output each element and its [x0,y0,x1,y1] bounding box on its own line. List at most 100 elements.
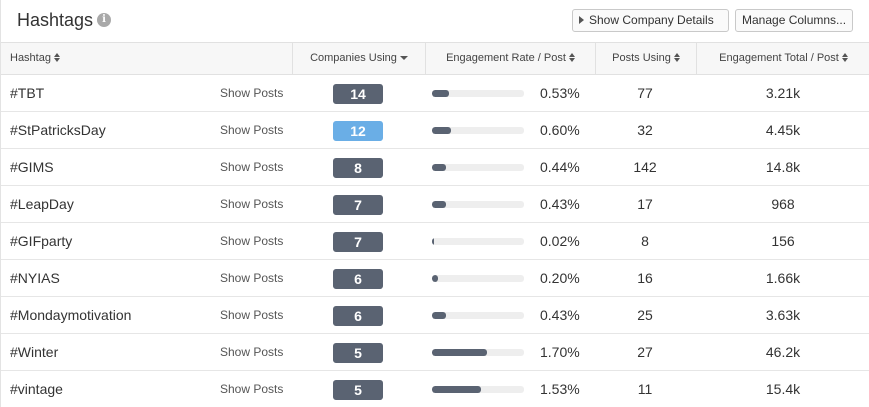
engagement-rate-bar-fill [432,127,451,134]
show-posts-link[interactable]: Show Posts [220,345,284,359]
table-row: #GIMS Show Posts 8 0.44% 142 14.8k [1,149,869,186]
show-posts-link[interactable]: Show Posts [220,160,284,174]
hashtag-cell: #Winter [10,344,59,360]
sort-icon [841,53,848,62]
table-row: #LeapDay Show Posts 7 0.43% 17 968 [1,186,869,223]
table-row: #TBT Show Posts 14 0.53% 77 3.21k [1,75,869,112]
panel-title: Hashtags [17,10,94,30]
posts-using-value: 77 [637,85,653,101]
engagement-total-value: 3.63k [765,307,801,323]
engagement-rate-bar [432,238,524,245]
companies-using-badge: 8 [333,158,383,178]
engagement-rate-value: 0.53% [540,85,580,101]
hashtag-cell: #Mondaymotivation [10,307,132,323]
posts-using-value: 32 [637,122,653,138]
table-row: #GIFparty Show Posts 7 0.02% 8 156 [1,223,869,260]
engagement-rate-bar [432,275,524,282]
column-header-companies-using[interactable]: Companies Using [292,43,425,74]
engagement-rate-bar-fill [432,90,449,97]
caret-down-icon [399,56,408,60]
column-header-label: Posts Using [612,52,671,64]
engagement-rate-bar [432,164,524,171]
engagement-rate-bar [432,201,524,208]
posts-using-value: 11 [637,381,653,397]
show-posts-link[interactable]: Show Posts [220,308,284,322]
engagement-total-value: 4.45k [765,122,801,138]
show-company-details-button[interactable]: Show Company Details [572,9,729,32]
hashtag-cell: #TBT [10,85,45,101]
engagement-rate-bar [432,349,524,356]
posts-using-value: 27 [637,344,653,360]
hashtag-cell: #NYIAS [10,270,60,286]
companies-using-badge: 5 [333,380,383,400]
engagement-rate-value: 0.60% [540,122,580,138]
engagement-rate-bar-fill [432,386,481,393]
hashtag-cell: #vintage [10,381,63,397]
column-header-engagement-total[interactable]: Engagement Total / Post [696,43,869,74]
caret-right-icon [579,16,584,24]
table-row: #Winter Show Posts 5 1.70% 27 46.2k [1,334,869,371]
column-header-engagement-rate[interactable]: Engagement Rate / Post [425,43,595,74]
show-posts-link[interactable]: Show Posts [220,86,284,100]
posts-using-value: 17 [637,196,653,212]
table-row: #Mondaymotivation Show Posts 6 0.43% 25 3.63k [1,297,869,334]
table-row: #StPatricksDay Show Posts 12 0.60% 32 4.45k [1,112,869,149]
posts-using-value: 142 [633,159,657,175]
engagement-total-value: 1.66k [765,270,801,286]
engagement-rate-value: 0.44% [540,159,580,175]
engagement-total-value: 14.8k [765,159,801,175]
engagement-total-value: 46.2k [765,344,801,360]
table-row: #NYIAS Show Posts 6 0.20% 16 1.66k [1,260,869,297]
show-posts-link[interactable]: Show Posts [220,271,284,285]
hashtag-cell: #LeapDay [10,196,74,212]
hashtag-cell: #StPatricksDay [10,122,106,138]
engagement-rate-value: 0.02% [540,233,580,249]
show-posts-link[interactable]: Show Posts [220,382,284,396]
column-header-label: Engagement Total / Post [719,52,839,64]
engagement-rate-value: 1.70% [540,344,580,360]
engagement-rate-value: 0.43% [540,196,580,212]
companies-using-badge: 5 [333,343,383,363]
engagement-rate-value: 0.20% [540,270,580,286]
column-header-label: Hashtag [10,52,51,64]
engagement-total-value: 156 [771,233,795,249]
engagement-rate-bar-fill [432,349,487,356]
engagement-rate-bar-fill [432,201,446,208]
engagement-rate-bar-fill [432,275,438,282]
hashtag-cell: #GIFparty [10,233,73,249]
show-posts-link[interactable]: Show Posts [220,234,284,248]
engagement-rate-bar-fill [432,164,446,171]
engagement-rate-bar [432,127,524,134]
companies-using-badge: 7 [333,232,383,252]
show-posts-link[interactable]: Show Posts [220,197,284,211]
panel-header: Hashtags i Show Company Details Manage C… [1,0,869,42]
column-header-label: Companies Using [310,52,397,64]
companies-using-badge: 14 [333,84,383,104]
engagement-total-value: 968 [771,196,795,212]
engagement-rate-value: 1.53% [540,381,580,397]
posts-using-value: 8 [641,233,649,249]
engagement-rate-bar [432,90,524,97]
companies-using-badge: 6 [333,306,383,326]
table-header: Hashtag Companies Using Engagement Rate … [1,42,869,75]
column-header-hashtag[interactable]: Hashtag [1,43,292,74]
engagement-rate-bar-fill [432,312,446,319]
sort-icon [673,53,680,62]
engagement-rate-value: 0.43% [540,307,580,323]
table-row: #vintage Show Posts 5 1.53% 11 15.4k [1,371,869,407]
engagement-rate-bar-fill [432,238,434,245]
sort-icon [568,53,575,62]
manage-columns-button[interactable]: Manage Columns... [735,9,853,32]
posts-using-value: 25 [637,307,653,323]
engagement-rate-bar [432,386,524,393]
posts-using-value: 16 [637,270,653,286]
companies-using-badge: 6 [333,269,383,289]
engagement-total-value: 15.4k [765,381,801,397]
sort-icon [53,53,60,62]
show-posts-link[interactable]: Show Posts [220,123,284,137]
show-company-details-label: Show Company Details [589,13,714,27]
info-icon[interactable]: i [97,13,111,27]
engagement-total-value: 3.21k [765,85,801,101]
column-header-posts-using[interactable]: Posts Using [595,43,696,74]
